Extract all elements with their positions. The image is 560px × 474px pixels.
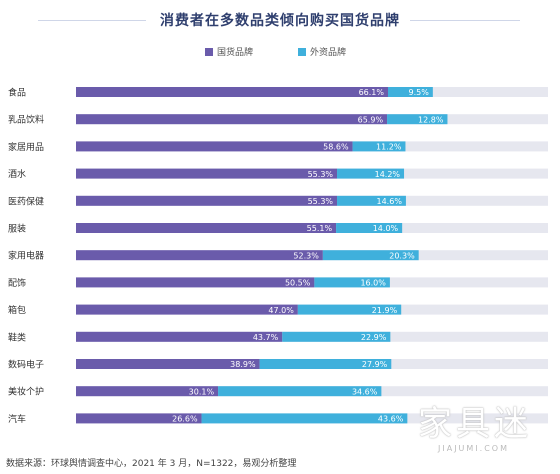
bar-segment-domestic [76,141,353,152]
bar-segment-foreign [337,168,405,179]
bar-segment-domestic [76,386,219,397]
data-label: 58.6% [323,143,349,152]
data-label: 50.5% [285,279,311,288]
data-label: 26.6% [172,415,198,424]
bar-segment-foreign [282,331,391,342]
legend-item-foreign: 外资品牌 [298,45,346,58]
bar-segment-domestic [76,304,298,315]
bar-segment-foreign [201,413,408,424]
chart-title: 消费者在多数品类倾向购买国货品牌 [160,13,400,29]
data-label: 65.9% [358,115,384,124]
data-label: 43.7% [253,333,279,342]
data-label: 11.2% [376,143,402,152]
data-label: 27.9% [362,360,388,369]
data-label: 66.1% [359,88,385,97]
category-label: 数码电子 [8,359,44,371]
data-label: 55.1% [307,224,333,233]
category-label: 家居用品 [8,141,44,153]
bar-segment-foreign [218,386,382,397]
source-footnote: 数据来源：环球舆情调查中心，2021 年 3 月，N=1322，易观分析整理 [6,459,297,469]
category-label: 家用电器 [8,250,44,262]
category-label: 配饰 [8,277,26,289]
data-label: 21.9% [372,306,398,315]
legend-label-foreign: 外资品牌 [310,48,347,58]
watermark-logo: 家具迷 [418,404,532,444]
bar-segment-domestic [76,413,202,424]
title-divider-left [38,20,146,21]
bar-segment-foreign [387,114,448,125]
category-label: 医药保健 [8,195,44,207]
bar-segment-foreign [352,141,406,152]
bar-segment-domestic [76,331,283,342]
chart-legend: 国货品牌 外资品牌 [0,45,560,59]
legend-label-domestic: 国货品牌 [217,48,254,58]
bar-segment-domestic [76,168,338,179]
bar-segment-foreign [297,304,402,315]
category-label: 箱包 [8,304,26,316]
data-label: 47.0% [268,306,294,315]
bar-segment-foreign [259,359,392,369]
data-label: 14.0% [373,224,399,233]
category-label: 鞋类 [8,331,26,343]
data-label: 55.3% [308,170,334,179]
data-label: 9.5% [409,88,430,97]
bar-segment-domestic [76,277,315,288]
data-label: 38.9% [230,360,256,369]
chart-title-wrap: 消费者在多数品类倾向购买国货品牌 [0,10,560,30]
bar-segment-domestic [76,359,260,369]
category-label: 汽车 [8,413,26,425]
category-label: 服装 [8,223,26,235]
data-label: 20.3% [389,251,415,260]
legend-item-domestic: 国货品牌 [205,45,253,58]
bar-segment-domestic [76,87,388,97]
bar-segment-domestic [76,250,323,261]
data-label: 43.6% [378,415,404,424]
watermark-subtext: JIAJUMI.COM [438,444,509,453]
title-divider-right [410,20,520,21]
data-label: 30.1% [189,387,215,396]
data-label: 34.6% [352,387,378,396]
bar-segment-domestic [76,114,388,125]
category-label: 乳品饮料 [8,114,44,126]
data-label: 22.9% [361,333,387,342]
data-label: 12.8% [418,115,444,124]
category-label: 美妆个护 [8,386,44,398]
bar-segment-foreign [387,87,433,97]
bar-segment-foreign [337,195,406,206]
bar-segment-domestic [76,223,337,233]
legend-swatch-foreign [298,47,306,56]
bar-segment-foreign [336,223,403,233]
bar-segment-domestic [76,195,338,206]
data-label: 14.6% [377,197,403,206]
data-label: 55.3% [308,197,334,206]
data-label: 16.0% [360,279,386,288]
category-label: 食品 [8,87,26,99]
bar-segment-foreign [322,250,419,261]
data-label: 52.3% [293,251,319,260]
legend-swatch-domestic [205,47,213,56]
bar-segment-foreign [314,277,390,288]
data-label: 14.2% [375,170,401,179]
category-label: 酒水 [8,168,26,180]
